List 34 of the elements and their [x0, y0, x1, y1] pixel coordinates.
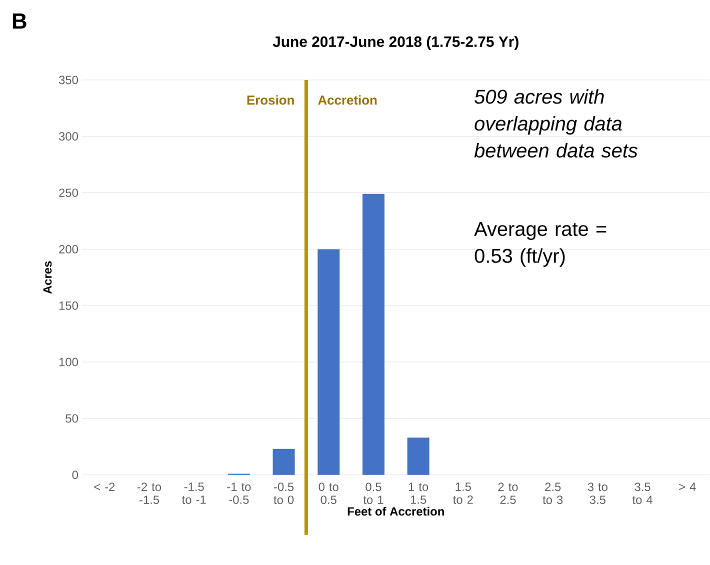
- x-tick-label: -0.5 to 0: [274, 482, 294, 504]
- bar: [407, 438, 430, 475]
- x-tick-label: -2 to -1.5: [137, 482, 162, 504]
- y-tick-label: 350: [58, 76, 78, 84]
- y-axis-title: Acres: [43, 261, 52, 294]
- x-tick-label: 2.5 to 3: [542, 482, 563, 504]
- y-tick-label: 300: [58, 132, 78, 141]
- x-tick-label: > 4: [679, 482, 696, 491]
- x-tick-label: 3 to 3.5: [588, 482, 608, 504]
- y-tick-label: 150: [59, 301, 78, 310]
- x-tick-label: 0.5 to 1: [363, 482, 384, 504]
- annotation: Average rate = 0.53 (ft/yr): [474, 222, 606, 267]
- chart-title: June 2017-June 2018 (1.75-2.75 Yr): [272, 36, 518, 50]
- x-tick-label: -1.5 to -1: [182, 482, 206, 504]
- y-tick-label: 250: [59, 188, 78, 198]
- x-tick-label: 3.5 to 4: [632, 482, 652, 504]
- x-axis-title: Feet of Accretion: [348, 506, 444, 516]
- annotation: 509 acres with overlapping data between data sets: [474, 89, 638, 158]
- text: B: [12, 14, 26, 29]
- x-tick-label: < -2: [94, 482, 115, 492]
- bar: [362, 194, 384, 475]
- x-tick-label: 2 to 2.5: [498, 482, 518, 504]
- y-tick-label: 50: [66, 414, 78, 423]
- bar: [318, 249, 340, 475]
- bar: [272, 448, 295, 475]
- y-tick-label: 100: [59, 358, 78, 366]
- annotation: Erosion: [247, 95, 294, 105]
- x-tick-label: -1 to -0.5: [227, 482, 251, 504]
- y-tick-label: 0: [72, 470, 78, 480]
- x-tick-label: 1.5 to 2: [453, 482, 473, 504]
- annotation: Accretion: [318, 95, 377, 105]
- x-tick-label: 1 to 1.5: [408, 482, 428, 504]
- y-tick-label: 200: [59, 245, 78, 254]
- x-tick-label: 0 to 0.5: [318, 482, 338, 504]
